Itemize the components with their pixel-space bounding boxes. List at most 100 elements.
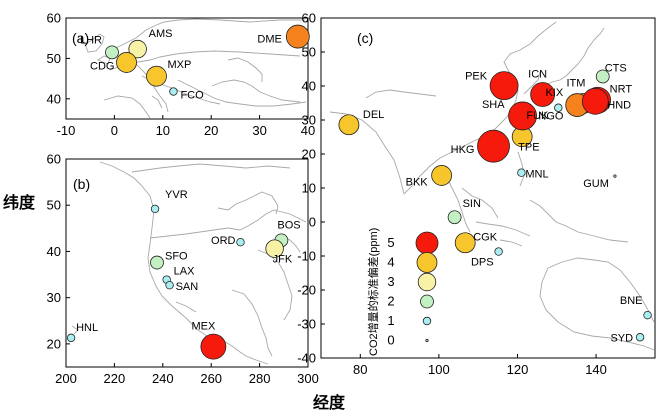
label-dps: DPS xyxy=(471,257,494,269)
panel-a-ytick-label: 50 xyxy=(47,51,61,66)
marker-hnl xyxy=(66,333,76,343)
marker-pek xyxy=(489,71,519,101)
marker-gum xyxy=(613,174,617,178)
legend-ticks: 5 4 3 2 1 0 xyxy=(387,235,394,348)
label-mxp: MXP xyxy=(168,59,192,71)
label-hkg: HKG xyxy=(451,144,475,156)
label-ngo: NGO xyxy=(538,110,564,122)
label-cts: CTS xyxy=(605,62,627,74)
marker-bkk xyxy=(431,165,453,186)
label-lhr: LHR xyxy=(80,34,102,46)
size-legend: CO2增量的标准偏差(ppm) 5 4 3 2 1 0 xyxy=(366,228,439,356)
panel-a-tag: (a) xyxy=(72,30,89,46)
panel-b-ytick-label: 60 xyxy=(47,152,61,167)
label-mex: MEX xyxy=(191,321,216,333)
legend-tick-label: 5 xyxy=(387,235,394,250)
y-axis-title: 纬度 xyxy=(3,193,36,212)
marker-sha xyxy=(508,101,537,131)
label-bne: BNE xyxy=(620,295,643,307)
marker-mnl xyxy=(517,168,526,177)
label-cgk: CGK xyxy=(473,232,498,244)
marker-dme xyxy=(285,24,310,49)
panel-c-ytick-label: -30 xyxy=(297,317,316,332)
label-hnd: HND xyxy=(607,99,631,111)
legend-tick-label: 1 xyxy=(387,313,394,328)
marker-mex xyxy=(200,333,227,360)
panel-c: (c) 80 100 120 140-40-30-20-100102030405060… xyxy=(297,11,656,378)
label-icn: ICN xyxy=(528,69,547,81)
marker-bne xyxy=(643,310,652,320)
label-mnl: MNL xyxy=(525,169,548,181)
panel-c-ytick-label: -40 xyxy=(297,351,316,366)
legend-marker xyxy=(416,252,438,273)
label-san: SAN xyxy=(176,281,199,293)
label-ams: AMS xyxy=(149,28,173,40)
legend-circles xyxy=(415,231,439,343)
marker-sfo xyxy=(150,255,164,270)
panel-c-ytick-label: -20 xyxy=(297,283,316,298)
panel-c-ytick-label: -10 xyxy=(297,249,316,264)
panel-a-points: LHR AMS CDG MXP FCO DME xyxy=(80,24,310,102)
panel-a-xtick-label: 30 xyxy=(252,123,266,138)
panel-a-frame xyxy=(65,17,309,120)
panel-b-points: YVR SFO LAX SAN ORD BOS JFK MEX HNL xyxy=(66,189,301,360)
panel-b-xtick-label: 280 xyxy=(249,371,271,386)
panel-a-xtick-label: 20 xyxy=(204,123,218,138)
legend-marker xyxy=(422,316,432,326)
panel-c-ytick-label: 0 xyxy=(309,215,316,230)
legend-tick-label: 0 xyxy=(387,333,394,348)
marker-sin xyxy=(447,210,462,225)
label-itm: ITM xyxy=(567,78,586,90)
panel-b-xtick-label: 260 xyxy=(200,371,222,386)
label-yvr: YVR xyxy=(165,189,188,201)
label-fco: FCO xyxy=(180,90,204,102)
legend-marker xyxy=(420,294,434,309)
marker-cdg xyxy=(116,52,137,73)
marker-lhr xyxy=(105,45,119,60)
marker-mxp xyxy=(146,65,167,87)
panel-b-ytick-label: 30 xyxy=(47,290,61,305)
panel-b-ytick-label: 50 xyxy=(47,198,61,213)
panel-b-ytick-label: 40 xyxy=(47,244,61,259)
panel-c-ytick-label: 20 xyxy=(302,147,316,162)
marker-del xyxy=(338,114,360,136)
label-tpe: TPE xyxy=(518,142,539,154)
marker-cgk xyxy=(454,232,476,254)
legend-tick-label: 4 xyxy=(387,255,394,270)
legend-tick-label: 3 xyxy=(387,274,394,289)
panel-c-xtick-label: 100 xyxy=(428,362,450,377)
panel-c-xtick-label: 120 xyxy=(507,362,529,377)
panel-c-ytick-label: 40 xyxy=(302,79,316,94)
label-pek: PEK xyxy=(465,71,488,83)
panel-a-xtick-label: -10 xyxy=(57,123,76,138)
marker-ord xyxy=(236,237,245,247)
legend-marker xyxy=(417,272,437,292)
panel-b: (b) 200 220 240 260 280 300 20 30 40 50 60 YVR SFO L… xyxy=(47,152,319,387)
panel-b-ytick-label: 20 xyxy=(47,336,61,351)
legend-marker xyxy=(425,338,429,343)
label-del: DEL xyxy=(363,109,384,121)
label-gum: GUM xyxy=(583,178,609,190)
panel-a-ytick-label: 40 xyxy=(47,91,61,106)
panel-b-tag: (b) xyxy=(73,176,90,192)
panel-c-xtick-label: 80 xyxy=(353,362,367,377)
panel-c-ytick-label: 10 xyxy=(302,181,316,196)
panel-c-ytick-label: 30 xyxy=(302,113,316,128)
marker-hnd xyxy=(581,87,609,115)
label-nrt: NRT xyxy=(610,83,633,95)
marker-syd xyxy=(635,333,645,342)
label-sha: SHA xyxy=(482,99,505,111)
panel-c-xtick-label: 140 xyxy=(585,362,607,377)
marker-dps xyxy=(494,247,503,256)
panel-a-xtick-label: 0 xyxy=(111,123,118,138)
panel-c-ytick-label: 50 xyxy=(302,45,316,60)
panel-b-xtick-label: 200 xyxy=(55,371,77,386)
label-lax: LAX xyxy=(174,266,195,278)
panel-a-xtick-label: 10 xyxy=(156,123,170,138)
panel-a-xtick-label: 40 xyxy=(301,123,315,138)
